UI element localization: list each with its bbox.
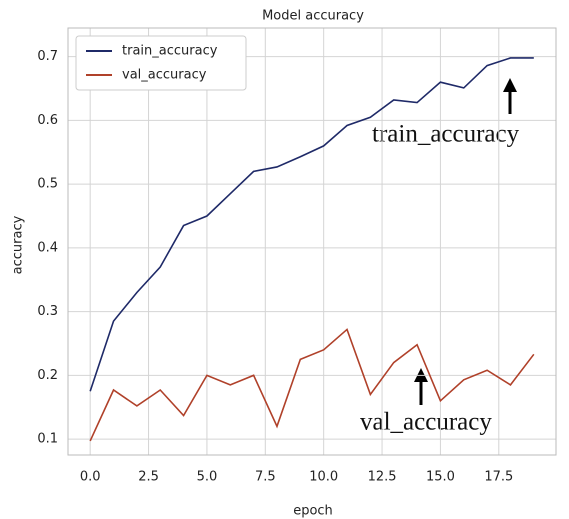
x-tick-label: 15.0: [426, 470, 455, 485]
legend-label: val_accuracy: [122, 68, 207, 83]
y-tick-label: 0.4: [37, 240, 58, 255]
x-tick-label: 7.5: [255, 470, 276, 485]
data-line: [89, 57, 534, 392]
x-tick-label: 17.5: [484, 470, 513, 485]
x-axis-label: epoch: [293, 504, 333, 519]
y-tick-label: 0.2: [37, 368, 58, 383]
x-tick-label: 2.5: [138, 470, 159, 485]
y-tick-label: 0.7: [37, 49, 58, 64]
y-tick-label: 0.1: [37, 432, 58, 447]
y-tick-label: 0.3: [37, 304, 58, 319]
legend-box: [75, 35, 247, 91]
x-tick-label: 12.5: [368, 470, 397, 485]
chart-title: Model accuracy: [262, 9, 364, 24]
legend-label: train_accuracy: [122, 44, 218, 59]
annotation: val_accuracy: [360, 409, 492, 436]
x-tick-label: 0.0: [80, 470, 101, 485]
y-tick-label: 0.5: [37, 177, 58, 192]
annotation: train_accuracy: [372, 121, 520, 148]
plot: 0.1 0.2 0.3 0.4 0.5 0.6 0.7 0.0 2.5 5.0 7.5 10.0 12.…: [37, 27, 557, 485]
y-axis-label: accuracy: [11, 215, 26, 274]
plot-frame: [67, 27, 557, 456]
x-tick-label: 5.0: [197, 470, 218, 485]
x-tick-label: 10.0: [309, 470, 338, 485]
y-tick-label: 0.6: [37, 113, 58, 128]
data-line: [89, 328, 535, 442]
